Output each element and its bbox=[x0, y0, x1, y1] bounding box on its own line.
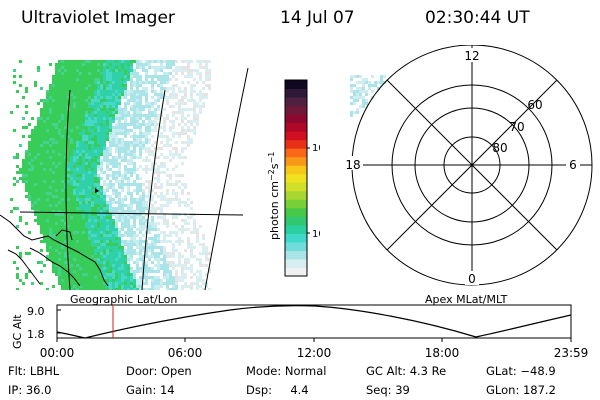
polar-caption: Apex MLat/MLT bbox=[425, 293, 508, 306]
geographic-caption: Geographic Lat/Lon bbox=[70, 293, 178, 306]
time-tick: 00:00 bbox=[40, 346, 75, 360]
time-tick: 23:59 bbox=[554, 346, 589, 360]
altitude-tick: 1.8 bbox=[27, 328, 45, 341]
instrument-title: Ultraviolet Imager bbox=[21, 8, 175, 28]
colorbar-tick: 100 bbox=[312, 143, 320, 154]
mlt-line bbox=[386, 79, 558, 251]
coastline bbox=[0, 214, 109, 287]
subsatellite-marker bbox=[95, 188, 99, 193]
altitude-axis-label: GC Alt bbox=[11, 314, 24, 349]
altitude-tick: 9.0 bbox=[27, 305, 45, 318]
mlt-label-top: 12 bbox=[464, 49, 479, 63]
longitude-line bbox=[141, 89, 166, 290]
aurora-pixel-field bbox=[10, 60, 211, 290]
info-door: Door: Open bbox=[126, 364, 192, 378]
longitude-line bbox=[204, 67, 249, 290]
latitude-line bbox=[19, 211, 244, 216]
info-gc-alt: GC Alt: 4.3 Re bbox=[366, 364, 447, 378]
mlat-label: 60 bbox=[527, 98, 542, 112]
polar-panel: 12 6 0 18 60 70 80 bbox=[343, 45, 593, 286]
colorbar: 100 10 photon cm−2s−1 bbox=[267, 79, 320, 277]
colorbar-tick: 10 bbox=[312, 229, 320, 240]
mlt-label-right: 6 bbox=[569, 158, 577, 172]
info-glat: GLat: −48.9 bbox=[486, 364, 556, 378]
mlat-label: 70 bbox=[509, 120, 524, 134]
colorbar-label: photon cm−2s−1 bbox=[267, 152, 281, 240]
mlt-label-left: 18 bbox=[345, 158, 360, 172]
time-tick: 06:00 bbox=[168, 346, 203, 360]
info-dsp: Dsp: 4.4 bbox=[246, 383, 309, 397]
time-tick: 12:00 bbox=[297, 346, 332, 360]
geographic-image-panel bbox=[0, 60, 249, 290]
info-ip: IP: 36.0 bbox=[8, 383, 52, 397]
info-flt: Flt: LBHL bbox=[8, 364, 60, 378]
altitude-curve bbox=[56, 305, 572, 339]
colorbar-scale bbox=[285, 80, 307, 277]
mlt-label-bottom: 0 bbox=[468, 272, 476, 286]
date-label: 14 Jul 07 bbox=[280, 8, 355, 28]
polar-aurora-pixels bbox=[350, 75, 386, 117]
time-label: 02:30:44 UT bbox=[425, 8, 530, 28]
altitude-plot: GC Alt 9.0 1.8 00:00 06:00 12:00 18:00 2… bbox=[11, 304, 589, 360]
time-tick: 18:00 bbox=[425, 346, 460, 360]
info-seq: Seq: 39 bbox=[366, 383, 410, 397]
longitude-line bbox=[65, 89, 71, 290]
info-glon: GLon: 187.2 bbox=[486, 383, 556, 397]
info-mode: Mode: Normal bbox=[246, 364, 327, 378]
mlat-label: 80 bbox=[492, 141, 507, 155]
info-gain: Gain: 14 bbox=[126, 383, 175, 397]
